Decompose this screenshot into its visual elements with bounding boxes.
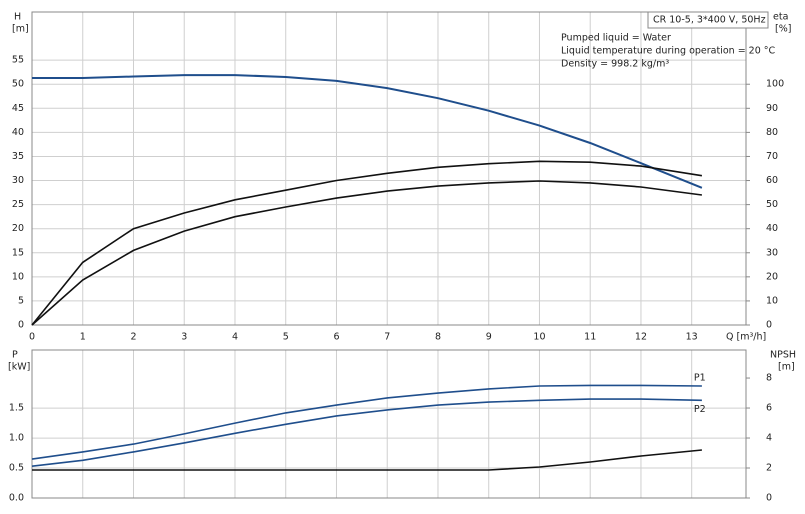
y-tick-label: 0.0 xyxy=(9,493,24,504)
y-tick-label: 20 xyxy=(12,223,24,234)
y-tick-label: 25 xyxy=(12,199,24,210)
x-tick-label: 7 xyxy=(384,332,390,343)
x-tick-label: 6 xyxy=(333,332,339,343)
series-line xyxy=(31,180,703,326)
x-tick-label: 9 xyxy=(486,332,492,343)
y2-tick-label: 20 xyxy=(766,271,778,282)
y2-tick-label: 8 xyxy=(766,373,772,384)
y-label: H xyxy=(14,12,21,23)
y2-tick-label: 100 xyxy=(766,79,784,90)
y-tick-label: 15 xyxy=(12,247,24,258)
y2-tick-label: 0 xyxy=(766,493,772,504)
x-tick-label: 4 xyxy=(232,332,238,343)
series-line xyxy=(31,384,702,460)
y-tick-label: 1.5 xyxy=(9,403,24,414)
y-tick-label: 0 xyxy=(18,320,24,331)
model: CR 10-5, 3*400 V, 50Hz xyxy=(653,15,766,26)
x-label: Q [m³/h] xyxy=(726,332,766,343)
y2-tick-label: 40 xyxy=(766,223,778,234)
y-tick-label: 30 xyxy=(12,175,24,186)
series-line xyxy=(31,160,703,326)
y2-tick-label: 4 xyxy=(766,433,772,444)
note: Pumped liquid = Water xyxy=(561,33,671,44)
y2-tick-label: 70 xyxy=(766,151,778,162)
x-tick-label: 10 xyxy=(533,332,545,343)
y2-tick-label: 10 xyxy=(766,295,778,306)
y-tick-label: 5 xyxy=(18,295,24,306)
y2-tick-label: 90 xyxy=(766,103,778,114)
x-tick-label: 2 xyxy=(130,332,136,343)
y2-label: eta xyxy=(773,12,788,23)
top-plot-frame xyxy=(31,11,747,326)
series-label: P1 xyxy=(694,372,706,383)
y2-tick-label: 0 xyxy=(766,320,772,331)
y2-tick-label: 80 xyxy=(766,127,778,138)
note: Density = 998.2 kg/m³ xyxy=(561,59,669,70)
x-tick-label: 11 xyxy=(584,332,596,343)
y-tick-label: 45 xyxy=(12,103,24,114)
y-tick-label: 40 xyxy=(12,127,24,138)
y-unit: [m] xyxy=(12,24,29,35)
x-tick-label: 0 xyxy=(29,332,35,343)
x-tick-label: 1 xyxy=(80,332,86,343)
model-box xyxy=(647,11,769,29)
y-tick-label: 10 xyxy=(12,271,24,282)
y-tick-label: 50 xyxy=(12,79,24,90)
x-tick-label: 5 xyxy=(283,332,289,343)
series-line xyxy=(32,74,703,189)
x-tick-label: 13 xyxy=(686,332,698,343)
y2-tick-label: 50 xyxy=(766,199,778,210)
bottom-plot-frame xyxy=(31,349,747,499)
y2-unit: [m] xyxy=(778,362,795,373)
series-label: P2 xyxy=(694,404,706,415)
y-tick-label: 1.0 xyxy=(9,433,24,444)
y-label: P xyxy=(12,350,18,361)
y2-tick-label: 30 xyxy=(766,247,778,258)
y2-tick-label: 6 xyxy=(766,403,772,414)
y2-tick-label: 60 xyxy=(766,175,778,186)
series-line xyxy=(32,449,702,471)
y-tick-label: 0.5 xyxy=(9,463,24,474)
y-tick-label: 35 xyxy=(12,151,24,162)
y2-label: NPSH xyxy=(770,350,796,361)
note: Liquid temperature during operation = 20… xyxy=(561,46,776,57)
x-tick-label: 8 xyxy=(435,332,441,343)
y-unit: [kW] xyxy=(8,362,30,373)
x-tick-label: 3 xyxy=(181,332,187,343)
series-line xyxy=(31,398,702,467)
y-tick-label: 55 xyxy=(12,55,24,66)
y2-unit: [%] xyxy=(775,24,791,35)
x-tick-label: 12 xyxy=(635,332,647,343)
y2-tick-label: 2 xyxy=(766,463,772,474)
